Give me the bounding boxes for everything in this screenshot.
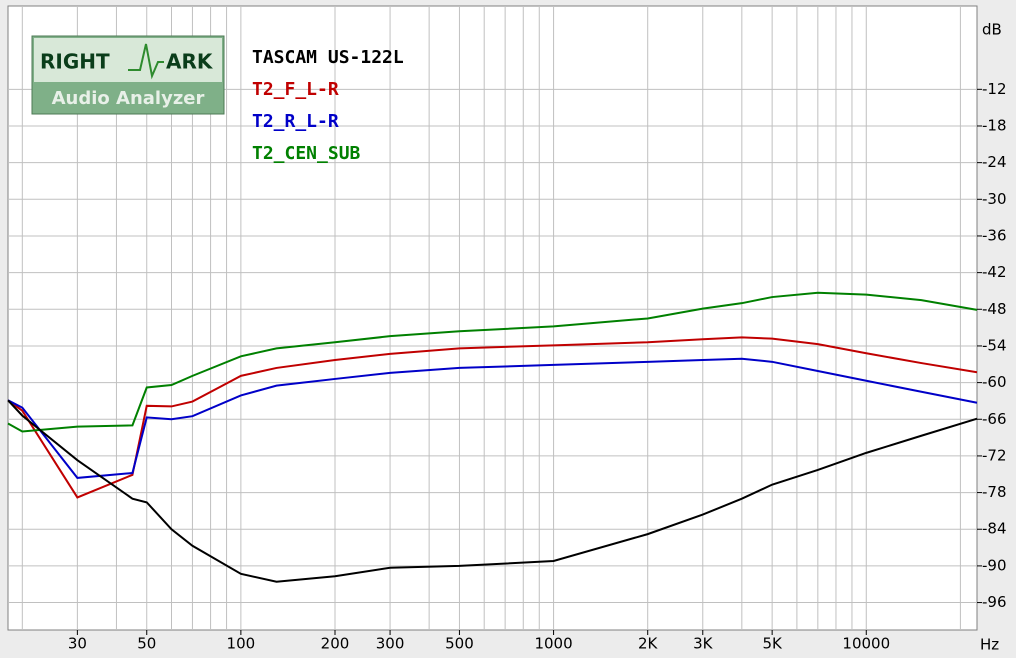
logo-text: RIGHT (40, 50, 110, 74)
logo: RIGHT ARK Audio Analyzer (31, 35, 225, 115)
x-tick-label: 500 (445, 635, 474, 653)
y-tick-label: -24 (982, 153, 1007, 171)
x-tick-label: 2K (638, 635, 659, 653)
legend-label: T2_F_L-R (252, 79, 339, 100)
logo-text: ARK (166, 50, 214, 74)
y-tick-label: -18 (982, 116, 1007, 134)
x-tick-label: 10000 (842, 635, 890, 653)
legend-label: T2_R_L-R (252, 111, 339, 132)
y-unit: dB (982, 21, 1002, 39)
y-tick-label: -30 (982, 190, 1007, 208)
logo-wave (128, 43, 164, 80)
y-tick-label: -12 (982, 80, 1007, 98)
y-tick-label: -60 (982, 373, 1007, 391)
y-tick-label: -78 (982, 483, 1007, 501)
y-tick-label: -66 (982, 410, 1007, 428)
y-tick-label: -36 (982, 226, 1007, 244)
x-unit: Hz (980, 636, 999, 654)
legend-label: T2_CEN_SUB (252, 143, 361, 164)
y-tick-label: -96 (982, 593, 1007, 611)
y-tick-label: -42 (982, 263, 1007, 281)
x-tick-label: 300 (376, 635, 405, 653)
x-tick-label: 100 (227, 635, 256, 653)
x-tick-label: 50 (137, 635, 156, 653)
y-tick-label: -48 (982, 300, 1007, 318)
x-tick-label: 1000 (534, 635, 572, 653)
x-tick-label: 30 (68, 635, 87, 653)
y-tick-label: -72 (982, 446, 1007, 464)
y-tick-label: -90 (982, 556, 1007, 574)
series-line (7, 399, 978, 583)
logo-text: Audio Analyzer (52, 88, 205, 109)
logo-top (34, 38, 222, 82)
x-tick-label: 3K (693, 635, 714, 653)
series-line (7, 291, 978, 433)
x-tick-label: 200 (321, 635, 350, 653)
y-tick-label: -84 (982, 520, 1007, 538)
series-line (7, 357, 978, 479)
chart-title: TASCAM US-122L (252, 47, 404, 68)
x-tick-label: 5K (762, 635, 783, 653)
y-tick-label: -54 (982, 336, 1007, 354)
